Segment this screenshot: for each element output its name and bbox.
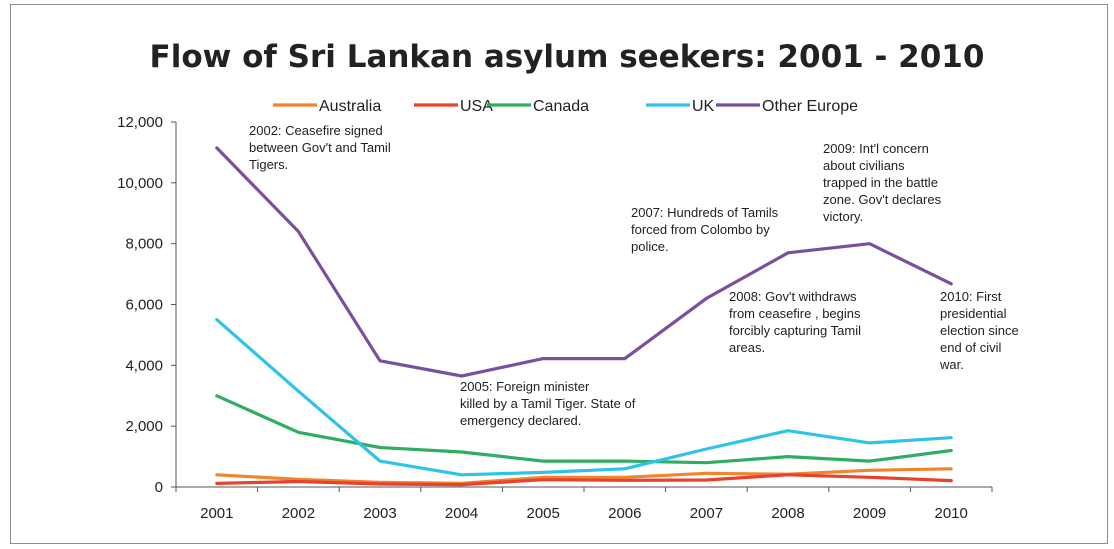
- annotation-line: 2010: First: [940, 289, 1002, 304]
- annotation-line: trapped in the battle: [823, 175, 938, 190]
- y-tick-label: 12,000: [117, 114, 163, 131]
- legend-label-australia: Australia: [319, 98, 381, 115]
- annotation-line: between Gov't and Tamil: [249, 140, 391, 155]
- series-line-usa: [215, 473, 953, 487]
- x-tick-label: 2003: [363, 505, 396, 522]
- annotation-line: emergency declared.: [460, 413, 581, 428]
- x-tick-label: 2009: [853, 505, 886, 522]
- annotation-line: 2002: Ceasefire signed: [249, 123, 383, 138]
- annotation-line: zone. Gov't declares: [823, 192, 942, 207]
- annotation-line: 2008: Gov't withdraws: [729, 289, 857, 304]
- x-tick-label: 2005: [527, 505, 560, 522]
- legend-label-usa: USA: [460, 98, 493, 115]
- y-tick-label: 0: [155, 479, 163, 496]
- chart-title: Flow of Sri Lankan asylum seekers: 2001 …: [150, 39, 985, 75]
- series-line-canada: [215, 394, 953, 465]
- annotation-line: end of civil: [940, 340, 1002, 355]
- annotation-2008: 2008: Gov't withdraws from ceasefire , be…: [729, 289, 861, 355]
- annotation-line: areas.: [729, 340, 765, 355]
- legend-label-uk: UK: [692, 98, 715, 115]
- legend-label-other-europe: Other Europe: [762, 98, 858, 115]
- annotation-line: forced from Colombo by: [631, 222, 770, 237]
- series-line-uk: [215, 318, 953, 477]
- annotation-2005: 2005: Foreign minister killed by a Tamil …: [460, 379, 636, 428]
- annotation-2010: 2010: First presidential election since end…: [939, 289, 1019, 372]
- x-tick-label: 2001: [200, 505, 233, 522]
- x-tick-label: 2002: [282, 505, 315, 522]
- series-line-other-europe: [215, 146, 953, 378]
- annotation-2007: 2007: Hundreds of Tamils forced from Colo…: [631, 205, 779, 254]
- series-group: [215, 146, 953, 487]
- annotation-line: police.: [631, 239, 669, 254]
- annotation-line: election since: [940, 323, 1019, 338]
- annotation-line: 2005: Foreign minister: [460, 379, 590, 394]
- annotation-line: 2009: Int'l concern: [823, 141, 929, 156]
- y-tick-label: 4,000: [125, 357, 163, 374]
- annotation-line: about civilians: [823, 158, 905, 173]
- annotation-line: victory.: [823, 209, 863, 224]
- x-tick-label: 2006: [608, 505, 641, 522]
- annotation-line: Tigers.: [249, 157, 288, 172]
- y-tick-label: 10,000: [117, 175, 163, 192]
- annotation-line: forcibly capturing Tamil: [729, 323, 861, 338]
- annotation-line: from ceasefire , begins: [729, 306, 861, 321]
- series-line-australia: [215, 467, 953, 485]
- annotation-line: 2007: Hundreds of Tamils: [631, 205, 779, 220]
- x-tick-label: 2007: [690, 505, 723, 522]
- annotation-line: killed by a Tamil Tiger. State of: [460, 396, 636, 411]
- annotations: 2002: Ceasefire signed between Gov't and …: [249, 123, 1019, 428]
- legend-label-canada: Canada: [533, 98, 589, 115]
- annotation-line: presidential: [940, 306, 1007, 321]
- x-tick-label: 2010: [935, 505, 968, 522]
- axes: 0 2,000 4,000 6,000 8,000 10,000 12,000 2001 200…: [117, 114, 993, 522]
- y-tick-label: 6,000: [125, 297, 163, 314]
- legend: Australia USA Canada UK Other Europe: [273, 98, 858, 115]
- annotation-line: war.: [939, 357, 964, 372]
- y-tick-label: 8,000: [125, 236, 163, 253]
- annotation-2009: 2009: Int'l concern about civilians trappe…: [823, 141, 942, 224]
- annotation-2002: 2002: Ceasefire signed between Gov't and …: [249, 123, 391, 172]
- x-tick-label: 2004: [445, 505, 478, 522]
- y-tick-label: 2,000: [125, 418, 163, 435]
- x-tick-label: 2008: [771, 505, 804, 522]
